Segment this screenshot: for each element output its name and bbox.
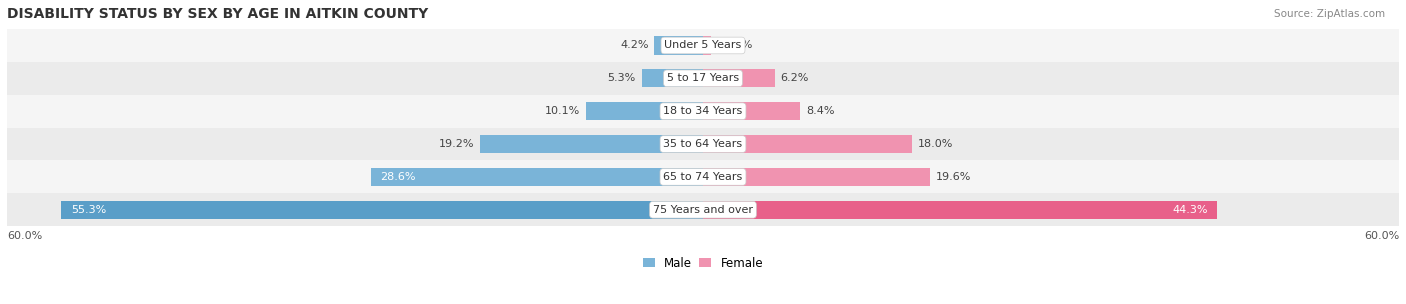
- Text: 5.3%: 5.3%: [607, 73, 636, 83]
- Bar: [7, 62, 1399, 95]
- Text: 44.3%: 44.3%: [1173, 205, 1208, 215]
- Bar: [7, 193, 1399, 226]
- Bar: [586, 102, 703, 120]
- Bar: [7, 29, 1399, 62]
- Text: 28.6%: 28.6%: [381, 172, 416, 182]
- Legend: Male, Female: Male, Female: [643, 257, 763, 270]
- Text: 8.4%: 8.4%: [806, 106, 835, 116]
- Bar: [703, 135, 912, 153]
- Bar: [371, 168, 703, 186]
- Text: 4.2%: 4.2%: [620, 40, 648, 50]
- Bar: [654, 36, 703, 54]
- Text: 19.2%: 19.2%: [439, 139, 474, 149]
- Bar: [641, 69, 703, 87]
- Text: 65 to 74 Years: 65 to 74 Years: [664, 172, 742, 182]
- Text: 18.0%: 18.0%: [918, 139, 953, 149]
- Text: 0.69%: 0.69%: [717, 40, 752, 50]
- Text: 18 to 34 Years: 18 to 34 Years: [664, 106, 742, 116]
- Bar: [703, 168, 931, 186]
- Text: 19.6%: 19.6%: [936, 172, 972, 182]
- Bar: [703, 36, 711, 54]
- Text: DISABILITY STATUS BY SEX BY AGE IN AITKIN COUNTY: DISABILITY STATUS BY SEX BY AGE IN AITKI…: [7, 7, 429, 21]
- Bar: [7, 128, 1399, 161]
- Text: 35 to 64 Years: 35 to 64 Years: [664, 139, 742, 149]
- Bar: [481, 135, 703, 153]
- Bar: [703, 201, 1218, 219]
- Text: 6.2%: 6.2%: [780, 73, 808, 83]
- Text: Under 5 Years: Under 5 Years: [665, 40, 741, 50]
- Text: 75 Years and over: 75 Years and over: [652, 205, 754, 215]
- Bar: [7, 95, 1399, 128]
- Text: 55.3%: 55.3%: [70, 205, 105, 215]
- Text: 10.1%: 10.1%: [544, 106, 581, 116]
- Bar: [703, 69, 775, 87]
- Text: Source: ZipAtlas.com: Source: ZipAtlas.com: [1274, 9, 1385, 19]
- Text: 60.0%: 60.0%: [1364, 231, 1399, 241]
- Text: 5 to 17 Years: 5 to 17 Years: [666, 73, 740, 83]
- Bar: [703, 102, 800, 120]
- Text: 60.0%: 60.0%: [7, 231, 42, 241]
- Bar: [7, 161, 1399, 193]
- Bar: [62, 201, 703, 219]
